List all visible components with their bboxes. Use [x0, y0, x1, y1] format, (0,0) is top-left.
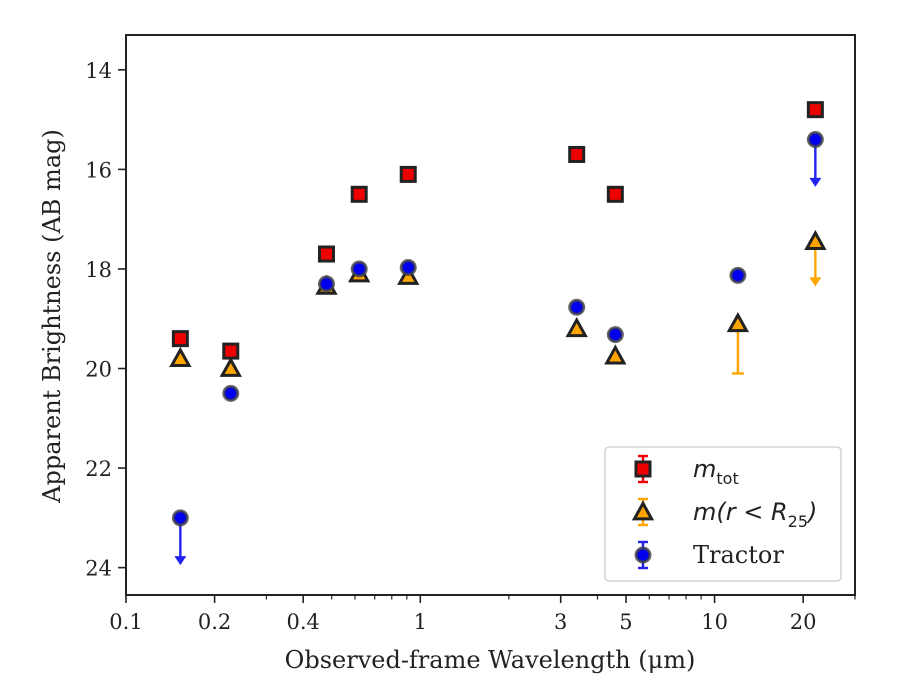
legend-entry: m(r < R25) [631, 497, 817, 531]
data-point-square [399, 165, 417, 183]
data-point-circle [806, 131, 824, 149]
data-point-triangle [604, 344, 627, 365]
y-axis-title: Apparent Brightness (AB mag) [38, 129, 66, 504]
y-tick-label: 16 [85, 158, 112, 182]
data-point-circle [399, 258, 417, 276]
y-tick-label: 22 [85, 457, 112, 481]
data-point-triangle [726, 311, 750, 333]
data-point-circle [171, 509, 189, 527]
legend-marker-circle [634, 546, 652, 564]
legend-entry: Tractor [634, 540, 784, 570]
data-point-square [806, 101, 824, 119]
legend-box [604, 446, 842, 582]
x-tick-label: 0.2 [198, 610, 231, 634]
legend-marker-triangle [631, 500, 655, 521]
x-axis-title: Observed-frame Wavelength (μm) [285, 646, 696, 674]
data-point-square [568, 145, 586, 163]
data-point-square [317, 245, 335, 263]
data-point-square [350, 185, 368, 203]
data-point-triangle [804, 229, 827, 250]
x-tick-label: 10 [701, 610, 728, 634]
legend-marker-square [634, 460, 652, 478]
x-tick-label: 20 [790, 610, 817, 634]
data-point-triangle [169, 346, 192, 367]
data-point-triangle [219, 356, 242, 377]
series-square [171, 101, 824, 360]
x-tick-label: 3 [554, 610, 567, 634]
legend-entry: mtot [634, 454, 739, 488]
legend-label: mtot [693, 455, 739, 488]
data-point-circle [317, 275, 335, 293]
y-tick-label: 14 [85, 59, 112, 83]
series-triangle [169, 229, 827, 377]
series-circle [171, 131, 824, 566]
legend-label: Tractor [693, 541, 784, 569]
x-tick-label: 0.1 [109, 610, 142, 634]
data-point-circle [606, 326, 624, 344]
data-point-circle [729, 266, 747, 284]
y-tick-label: 18 [85, 258, 112, 282]
data-point-square [606, 185, 624, 203]
plot-frame [125, 34, 856, 596]
data-point-square [171, 330, 189, 348]
data-point-square [222, 342, 240, 360]
y-tick-label: 24 [85, 557, 112, 581]
x-tick-label: 5 [619, 610, 632, 634]
x-tick-label: 0.4 [286, 610, 319, 634]
legend-label: m(r < R25) [693, 498, 817, 531]
data-point-triangle [565, 316, 588, 338]
data-point-circle [568, 298, 586, 316]
data-point-circle [350, 260, 368, 278]
y-tick-label: 20 [85, 358, 112, 382]
data-point-circle [222, 384, 240, 402]
x-tick-label: 1 [414, 610, 427, 634]
